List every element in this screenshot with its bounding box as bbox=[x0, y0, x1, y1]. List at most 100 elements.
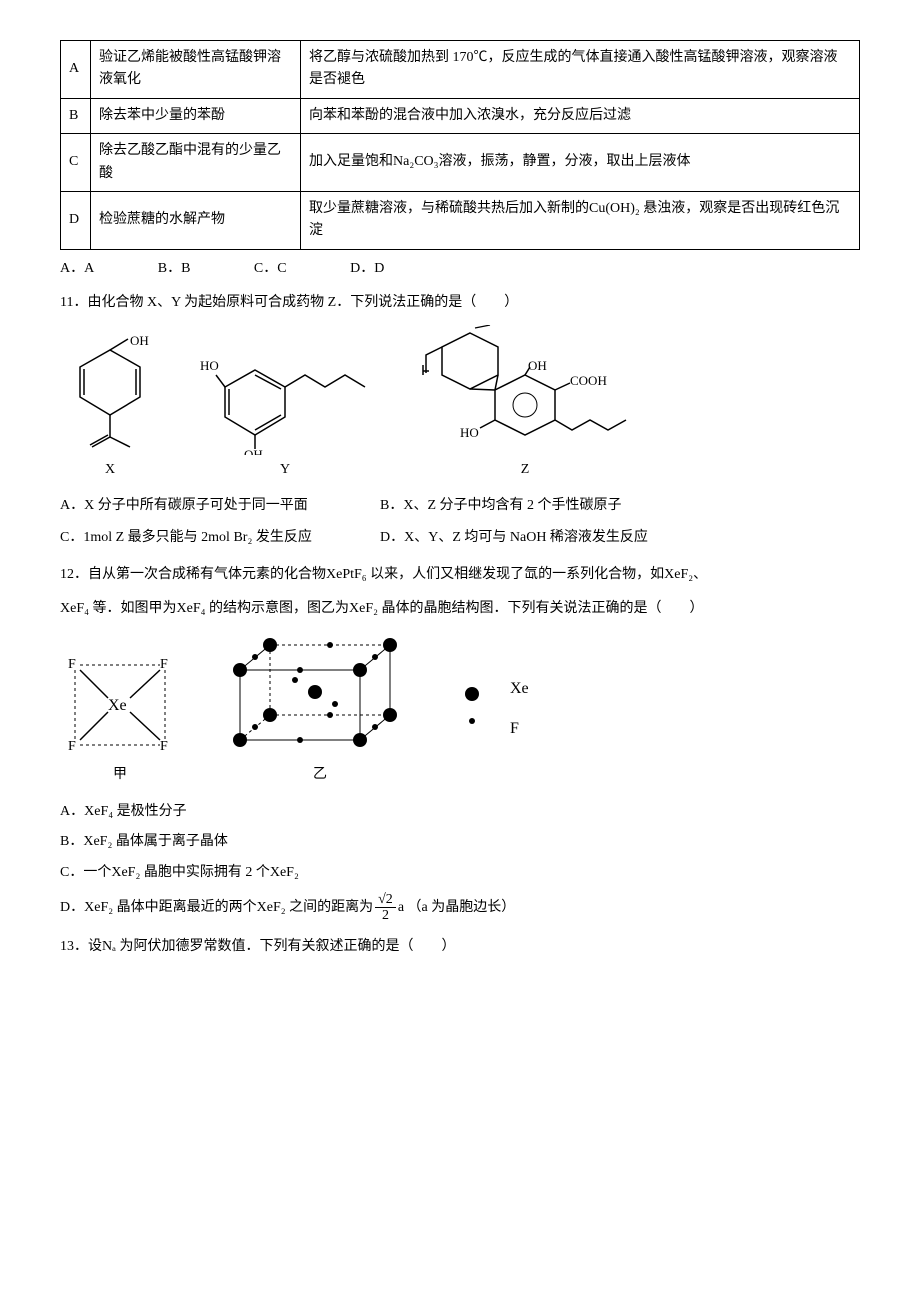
figure-jia-label: 甲 bbox=[113, 764, 127, 786]
xef4-structure-svg: F F F F Xe bbox=[60, 650, 180, 760]
op-formula: Cu(OH)₂ bbox=[589, 201, 640, 216]
table-row: C 除去乙酸乙酯中混有的少量乙酸 加入足量饱和Na₂CO₃溶液，振荡，静置，分液… bbox=[61, 134, 860, 192]
q11-options: A．X 分子中所有碳原子可处于同一平面 B．X、Z 分子中均含有 2 个手性碳原… bbox=[60, 495, 860, 550]
figure-z: OH COOH HO Z bbox=[410, 325, 640, 481]
q13-f1: Nₐ bbox=[102, 939, 116, 954]
figure-yi-label: 乙 bbox=[313, 764, 327, 786]
q12-s2-f2: XeF₄ bbox=[177, 601, 206, 616]
frac-num: √2 bbox=[375, 892, 396, 908]
q12-options: A．XeF₄ 是极性分子 B．XeF₂ 晶体属于离子晶体 C．一个XeF₂ 晶胞… bbox=[60, 801, 860, 924]
legend-text: Xe F bbox=[510, 676, 529, 741]
svg-text:Xe: Xe bbox=[108, 697, 127, 714]
q13-stem: 13．设Nₐ 为阿伏加德罗常数值．下列有关叙述正确的是（ ） bbox=[60, 936, 860, 958]
q12-opt-b: B．XeF₂ 晶体属于离子晶体 bbox=[60, 831, 860, 853]
q12-figures: F F F F Xe 甲 bbox=[60, 630, 860, 786]
q11-stem: 11．由化合物 X、Y 为起始原料可合成药物 Z．下列说法正确的是（ ） bbox=[60, 292, 860, 314]
optd-p3: 之间的距离为 bbox=[286, 900, 374, 915]
legend-f: F bbox=[510, 716, 529, 742]
row-label: A bbox=[61, 41, 91, 99]
xef2-unitcell-svg bbox=[220, 630, 420, 760]
q10-opt-a: A．A bbox=[60, 258, 94, 280]
op-prefix: 加入足量饱和 bbox=[309, 154, 393, 169]
optd-fraction: √22 bbox=[375, 892, 396, 924]
structure-z-svg: OH COOH HO bbox=[410, 325, 640, 455]
q10-opt-b: B．B bbox=[158, 258, 191, 280]
row-purpose: 除去苯中少量的苯酚 bbox=[91, 98, 301, 133]
figure-y-label: Y bbox=[280, 459, 290, 481]
figure-x-label: X bbox=[105, 459, 115, 481]
q10-opt-c: C．C bbox=[254, 258, 287, 280]
structure-y-svg: HO OH bbox=[200, 345, 370, 455]
structure-x-svg: OH bbox=[60, 335, 160, 455]
row-operation: 将乙醇与浓硫酸加热到 170℃，反应生成的气体直接通入酸性高锰酸钾溶液，观察溶液… bbox=[301, 41, 860, 99]
opta-f1: XeF₄ bbox=[84, 804, 113, 819]
table-row: B 除去苯中少量的苯酚 向苯和苯酚的混合液中加入浓溴水，充分反应后过滤 bbox=[61, 98, 860, 133]
optd-p4: a （a 为晶胞边长） bbox=[398, 900, 515, 915]
svg-text:HO: HO bbox=[460, 425, 479, 440]
optd-p2: 晶体中距离最近的两个 bbox=[113, 900, 257, 915]
optb-p2: 晶体属于离子晶体 bbox=[112, 834, 228, 849]
q11-opt-a: A．X 分子中所有碳原子可处于同一平面 bbox=[60, 495, 380, 517]
svg-text:HO: HO bbox=[200, 358, 219, 373]
q10-options: A．A B．B C．C D．D bbox=[60, 258, 860, 280]
row-operation: 取少量蔗糖溶液，与稀硫酸共热后加入新制的Cu(OH)₂ 悬浊液，观察是否出现砖红… bbox=[301, 191, 860, 249]
op-suffix: 溶液，振荡，静置，分液，取出上层液体 bbox=[439, 154, 691, 169]
q12-stem-line2: XeF₄ 等．如图甲为XeF₄ 的结构示意图，图乙为XeF₂ 晶体的晶胞结构图．… bbox=[60, 598, 860, 620]
op-prefix: 取少量蔗糖溶液，与稀硫酸共热后加入新制的 bbox=[309, 201, 589, 216]
frac-den: 2 bbox=[375, 908, 396, 923]
row-operation: 向苯和苯酚的混合液中加入浓溴水，充分反应后过滤 bbox=[301, 98, 860, 133]
q13-p2: 为阿伏加德罗常数值．下列有关叙述正确的是（ ） bbox=[116, 939, 456, 954]
q12-p2: 以来，人们又相继发现了氙的一系列化合物，如 bbox=[367, 567, 665, 582]
svg-text:F: F bbox=[68, 739, 76, 754]
optc-f1: XeF₂ bbox=[111, 865, 140, 880]
q12-s2-f1: XeF₄ bbox=[60, 601, 89, 616]
q11-figures: OH X HO OH Y bbox=[60, 325, 860, 481]
svg-text:OH: OH bbox=[130, 335, 149, 348]
row-purpose: 检验蔗糖的水解产物 bbox=[91, 191, 301, 249]
optd-f1: XeF₂ bbox=[84, 900, 113, 915]
figure-yi: 乙 bbox=[220, 630, 420, 786]
experiment-table: A 验证乙烯能被酸性高锰酸钾溶液氧化 将乙醇与浓硫酸加热到 170℃，反应生成的… bbox=[60, 40, 860, 250]
opta-p1: A． bbox=[60, 804, 84, 819]
optc-prefix: C．1mol Z 最多只能与 2mol bbox=[60, 530, 233, 545]
row-label: D bbox=[61, 191, 91, 249]
row-purpose: 验证乙烯能被酸性高锰酸钾溶液氧化 bbox=[91, 41, 301, 99]
optc-f2: XeF₂ bbox=[270, 865, 299, 880]
optc-formula: Br₂ bbox=[233, 530, 252, 545]
q12-f2: XeF₂ bbox=[664, 567, 693, 582]
row-label: C bbox=[61, 134, 91, 192]
q12-opt-a: A．XeF₄ 是极性分子 bbox=[60, 801, 860, 823]
q12-stem-line1: 12．自从第一次合成稀有气体元素的化合物XePtF₆ 以来，人们又相继发现了氙的… bbox=[60, 564, 860, 586]
svg-text:F: F bbox=[160, 739, 168, 754]
row-label: B bbox=[61, 98, 91, 133]
optb-p1: B． bbox=[60, 834, 83, 849]
svg-text:COOH: COOH bbox=[570, 373, 607, 388]
op-formula: Na₂CO₃ bbox=[393, 154, 439, 169]
svg-text:F: F bbox=[68, 657, 76, 672]
q12-p1: 12．自从第一次合成稀有气体元素的化合物 bbox=[60, 567, 326, 582]
svg-text:OH: OH bbox=[528, 358, 547, 373]
optc-p2: 晶胞中实际拥有 2 个 bbox=[140, 865, 270, 880]
q12-s2-p3: 晶体的晶胞结构图．下列有关说法正确的是（ ） bbox=[378, 601, 704, 616]
opta-p2: 是极性分子 bbox=[113, 804, 187, 819]
svg-text:OH: OH bbox=[244, 447, 263, 455]
optb-f1: XeF₂ bbox=[83, 834, 112, 849]
optc-suffix: 发生反应 bbox=[252, 530, 312, 545]
q12-s2-f3: XeF₂ bbox=[349, 601, 378, 616]
optd-p1: D． bbox=[60, 900, 84, 915]
optc-p1: C．一个 bbox=[60, 865, 111, 880]
q12-p3: 、 bbox=[693, 567, 707, 582]
q12-opt-d: D．XeF₂ 晶体中距离最近的两个XeF₂ 之间的距离为√22a （a 为晶胞边… bbox=[60, 892, 860, 924]
legend-xe: Xe bbox=[510, 676, 529, 702]
q12-f1: XePtF₆ bbox=[326, 567, 367, 582]
q13-p1: 13．设 bbox=[60, 939, 102, 954]
q11-opt-d: D．X、Y、Z 均可与 NaOH 稀溶液发生反应 bbox=[380, 527, 860, 549]
optd-f2: XeF₂ bbox=[257, 900, 286, 915]
q11-opt-b: B．X、Z 分子中均含有 2 个手性碳原子 bbox=[380, 495, 860, 517]
figure-z-label: Z bbox=[521, 459, 530, 481]
table-row: A 验证乙烯能被酸性高锰酸钾溶液氧化 将乙醇与浓硫酸加热到 170℃，反应生成的… bbox=[61, 41, 860, 99]
figure-y: HO OH Y bbox=[200, 345, 370, 481]
row-purpose: 除去乙酸乙酯中混有的少量乙酸 bbox=[91, 134, 301, 192]
q11-opt-c: C．1mol Z 最多只能与 2mol Br₂ 发生反应 bbox=[60, 527, 380, 549]
svg-text:F: F bbox=[160, 657, 168, 672]
